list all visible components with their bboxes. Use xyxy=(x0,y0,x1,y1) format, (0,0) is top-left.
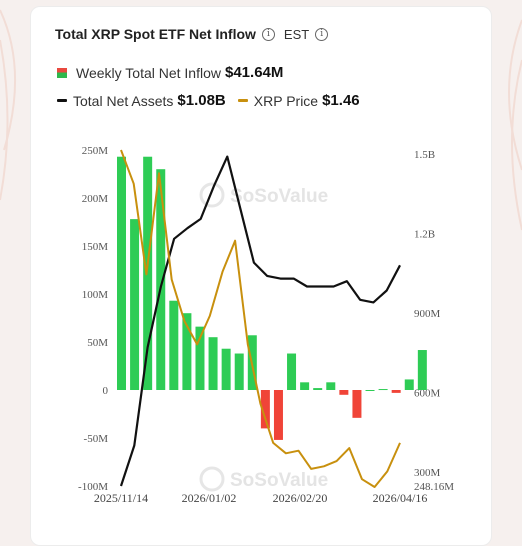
y-left-tick-label: 250M xyxy=(82,145,109,157)
timezone-info-icon[interactable]: i xyxy=(315,27,329,41)
timezone-label: EST xyxy=(283,26,310,42)
assets-line-swatch-icon xyxy=(57,99,67,102)
y-right-tick-label: 600M xyxy=(414,388,441,400)
inflow-bar xyxy=(391,390,401,393)
watermark-text: SoSoValue xyxy=(230,186,328,207)
total-net-assets-line xyxy=(119,155,401,487)
y-right-tick-label: 1.5B xyxy=(414,149,435,161)
inflow-bar xyxy=(260,390,270,429)
x-tick-label: 2026/01/02 xyxy=(182,491,237,505)
inflow-bar xyxy=(208,337,218,390)
y-right-tick-label: 1.2B xyxy=(414,229,435,241)
price-line-swatch-icon xyxy=(237,99,248,102)
watermark-text: SoSoValue xyxy=(230,470,328,491)
y-left-tick-label: -100M xyxy=(78,481,108,493)
y-right-tick-label: 900M xyxy=(414,308,441,320)
watermark-logo-icon xyxy=(199,182,225,208)
y-left-tick-label: 200M xyxy=(82,193,109,205)
inflow-bar xyxy=(234,353,244,390)
inflow-bar xyxy=(273,390,283,440)
chart-title: Total XRP Spot ETF Net Inflow xyxy=(55,26,256,42)
bar-swatch-icon xyxy=(57,67,67,78)
info-icon[interactable]: i xyxy=(261,27,275,41)
x-tick-label: 2026/04/16 xyxy=(373,491,428,505)
xrp-price-line xyxy=(120,149,401,488)
y-left-tick-label: -50M xyxy=(84,433,109,445)
inflow-bar xyxy=(417,350,427,390)
legend-weekly-value: $41.64M xyxy=(225,64,284,81)
inflow-bar xyxy=(156,169,166,390)
inflow-bar xyxy=(404,379,414,390)
inflow-bar xyxy=(143,156,153,390)
chart-card: Total XRP Spot ETF Net Inflow i EST i We… xyxy=(30,6,492,546)
legend-price-value: $1.46 xyxy=(322,92,360,109)
inflow-bar xyxy=(300,382,310,390)
y-right-tick-label: 300M xyxy=(414,467,441,479)
inflow-bar xyxy=(378,389,388,391)
watermark-logo-icon xyxy=(199,466,225,492)
inflow-bar xyxy=(287,353,297,390)
y-right-tick-label: 248.16M xyxy=(414,481,454,493)
legend-assets-value: $1.08B xyxy=(177,92,226,109)
x-tick-label: 2025/11/14 xyxy=(94,491,148,505)
legend-weekly-label: Weekly Total Net Inflow xyxy=(76,64,221,81)
inflow-bar xyxy=(221,348,231,390)
inflow-bar xyxy=(195,326,205,390)
inflow-bar xyxy=(365,390,375,391)
inflow-bar xyxy=(182,313,192,390)
inflow-bar xyxy=(339,390,349,395)
inflow-bar xyxy=(130,219,140,390)
y-left-tick-label: 50M xyxy=(87,337,108,349)
inflow-bar xyxy=(169,300,179,390)
y-left-tick-label: 100M xyxy=(82,289,109,301)
chart-header: Total XRP Spot ETF Net Inflow i EST i xyxy=(55,24,329,44)
inflow-bar xyxy=(117,156,126,390)
y-left-tick-label: 150M xyxy=(82,241,109,253)
legend-price-label[interactable]: XRP Price xyxy=(253,92,319,109)
legend-weekly[interactable]: Weekly Total Net Inflow $41.64M xyxy=(57,64,283,81)
inflow-bar xyxy=(313,388,323,390)
inflow-bar xyxy=(326,382,336,390)
y-left-tick-label: 0 xyxy=(103,385,109,397)
inflow-bar xyxy=(352,390,362,418)
legend-assets-label[interactable]: Total Net Assets xyxy=(73,92,174,109)
legend-line-row: Total Net Assets $1.08B XRP Price $1.46 xyxy=(57,92,360,109)
x-tick-label: 2026/02/20 xyxy=(273,491,328,505)
